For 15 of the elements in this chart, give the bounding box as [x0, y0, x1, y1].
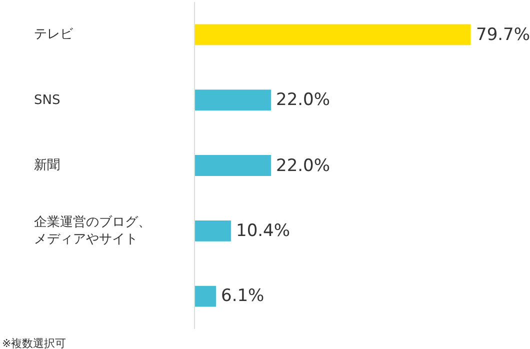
y-tick-label: 企業運営のブログ、メディアやサイト: [34, 215, 151, 247]
data-label: 10.4%: [236, 221, 290, 241]
text: ※複数選択可: [2, 337, 66, 349]
y-tick-label: テレビ: [34, 27, 74, 42]
y-tick-label: SNS: [34, 93, 60, 108]
data-label: 79.7%: [476, 25, 530, 45]
y-tick-label: 新聞: [34, 158, 60, 173]
bar: [195, 90, 272, 111]
data-label: 22.0%: [276, 90, 330, 110]
data-label: 6.1%: [221, 286, 264, 306]
bar: [195, 155, 272, 176]
bar: [195, 220, 231, 242]
data-label: 22.0%: [276, 156, 330, 176]
bar: [195, 286, 216, 307]
bar: [195, 24, 471, 46]
